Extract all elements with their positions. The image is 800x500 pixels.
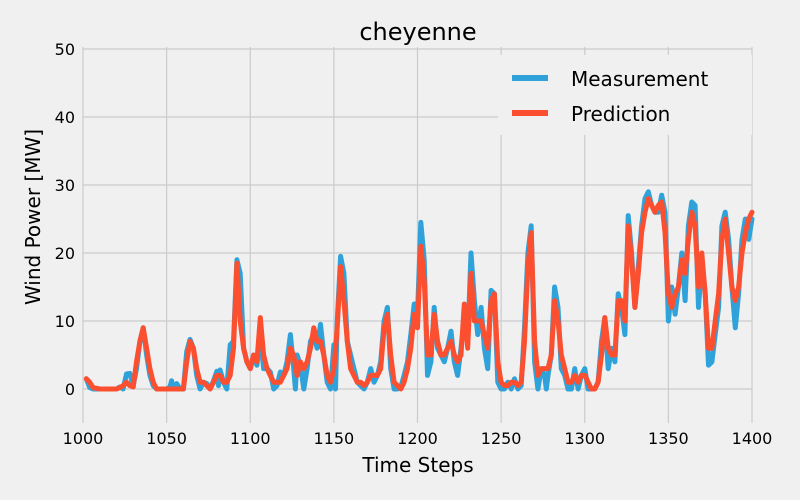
x-tick-label: 1350	[648, 429, 689, 448]
y-axis-label: Wind Power [MW]	[21, 129, 45, 305]
x-tick-label: 1150	[314, 429, 355, 448]
legend: Measurement Prediction	[498, 55, 752, 135]
y-tick-label: 20	[55, 244, 75, 263]
x-tick-label: 1200	[397, 429, 438, 448]
x-tick-label: 1300	[564, 429, 605, 448]
series-line-prediction	[83, 196, 755, 392]
x-tick-labels: 1000 1050 1100 1150 1200 1250 1300 1350 1400	[63, 429, 773, 448]
x-tick-label: 1250	[481, 429, 522, 448]
chart-title: cheyenne	[359, 18, 476, 46]
y-tick-label: 0	[65, 380, 75, 399]
legend-background	[498, 55, 752, 135]
x-tick-label: 1000	[63, 429, 104, 448]
y-tick-label: 10	[55, 312, 75, 331]
x-tick-label: 1050	[146, 429, 187, 448]
y-tick-label: 40	[55, 108, 75, 127]
y-tick-label: 30	[55, 176, 75, 195]
x-tick-label: 1400	[732, 429, 773, 448]
y-tick-label: 50	[55, 40, 75, 59]
y-tick-labels: 0 10 20 30 40 50	[55, 40, 75, 399]
legend-label-measurement: Measurement	[571, 67, 708, 91]
x-axis-label: Time Steps	[361, 453, 473, 477]
series-layer	[83, 189, 755, 392]
x-tick-label: 1100	[230, 429, 271, 448]
legend-label-prediction: Prediction	[571, 102, 670, 126]
